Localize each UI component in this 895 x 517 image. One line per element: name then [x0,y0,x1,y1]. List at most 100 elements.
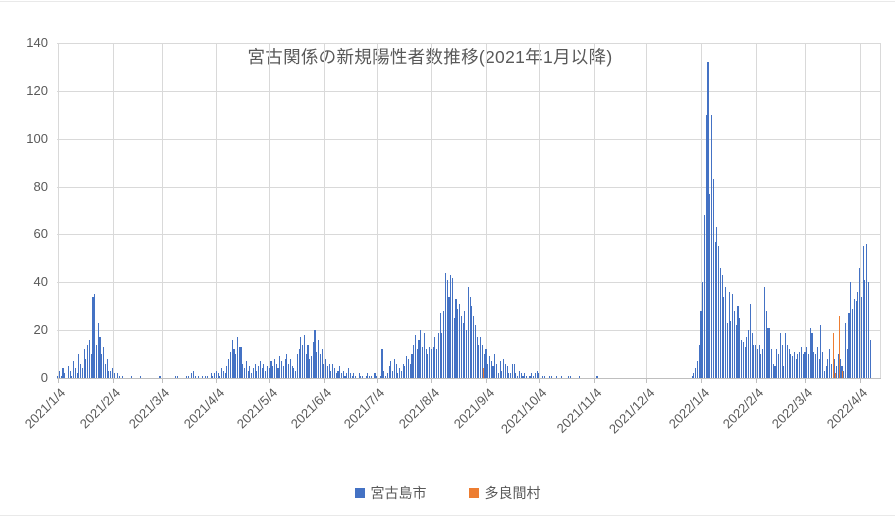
bar-miyakojima [303,334,306,378]
x-gridline [376,43,378,378]
bar-miyakojima [823,370,825,378]
bar-miyakojima [122,375,124,378]
bar-miyakojima [94,294,96,378]
bar-miyakojima [714,241,716,378]
bar-miyakojima [108,370,110,378]
y-axis-label: 20 [33,322,48,338]
bar-miyakojima [829,349,831,378]
bar-miyakojima [825,366,827,378]
bar-miyakojima [390,361,392,378]
bar-miyakojima [406,356,408,378]
bar-miyakojima [467,287,469,378]
bar-miyakojima [853,299,855,378]
bar-miyakojima [709,193,711,378]
bar-miyakojima [103,346,105,378]
bar-miyakojima [503,358,505,378]
bar-miyakojima [235,354,237,378]
x-gridline [701,43,703,378]
bar-miyakojima [809,327,811,378]
bar-miyakojima [365,375,367,378]
x-gridline [112,43,114,378]
x-gridline [216,43,218,378]
y-gridline [57,282,880,284]
bar-tarama [842,370,844,378]
bar-miyakojima [711,114,713,378]
bar-miyakojima [483,354,485,378]
bar-miyakojima [568,375,570,378]
bar-miyakojima [772,363,774,378]
bar-miyakojima [716,227,718,378]
bar-miyakojima [175,375,177,378]
bar-miyakojima [185,375,187,378]
x-axis-label-text: 2021/7/4 [341,385,388,432]
bar-miyakojima [543,375,545,378]
bar-miyakojima [698,344,700,378]
x-axis-tick [755,379,757,383]
bar-miyakojima [226,366,228,378]
bar-miyakojima [110,370,112,378]
x-axis-label-text: 2021/10/4 [498,385,550,437]
bar-miyakojima [578,375,580,378]
y-axis-label: 60 [33,226,48,242]
bar-miyakojima [786,344,788,378]
bar-miyakojima [748,330,750,378]
bar-miyakojima [855,301,857,378]
bar-miyakojima [272,366,274,378]
x-axis-label-text: 2021/9/4 [450,385,497,432]
bar-miyakojima [263,363,265,378]
y-gridline [57,138,880,140]
bar-miyakojima [309,358,311,378]
bar-miyakojima [344,375,346,378]
top-border-line [0,1,895,2]
bar-miyakojima [466,330,468,378]
bar-miyakojima [490,361,492,378]
x-axis-tick [859,379,861,383]
bar-miyakojima [95,344,98,378]
bar-miyakojima [374,373,376,378]
bar-miyakojima [496,363,498,378]
bar-miyakojima [312,342,314,378]
bar-miyakojima [846,349,848,378]
bar-miyakojima [522,375,524,378]
bar-miyakojima [492,366,494,378]
x-axis-tick [538,379,540,383]
bar-miyakojima [534,373,536,378]
bar-miyakojima [705,114,707,378]
bar-miyakojima [721,275,723,378]
bar-miyakojima [793,351,795,378]
bar-miyakojima [358,373,360,378]
bar-miyakojima [427,354,429,378]
bar-miyakojima [725,287,727,378]
bar-miyakojima [737,306,739,378]
bar-miyakojima [221,368,223,378]
bar-miyakojima [756,349,758,378]
bar-miyakojima [536,370,538,378]
bar-miyakojima [342,370,344,378]
chart-title: 宮古関係の新規陽性者数推移(2021年1月以降) [247,47,613,67]
y-gridline [57,43,880,44]
bar-miyakojima [499,361,501,378]
bar-miyakojima [487,363,489,378]
bar-miyakojima [695,368,697,378]
bar-miyakojima [450,275,452,378]
x-axis-label-text: 2021/5/4 [233,385,280,432]
bar-miyakojima [843,370,845,378]
bar-miyakojima [224,373,226,378]
bar-miyakojima [249,366,251,378]
bar-miyakojima [256,370,258,378]
bar-miyakojima [804,351,806,378]
plot-right-border [880,43,881,378]
bar-miyakojima [841,366,843,378]
bar-miyakojima [90,354,92,378]
bar-miyakojima [258,366,260,378]
bar-miyakojima [328,363,330,378]
bar-miyakojima [159,375,161,378]
x-axis-tick [486,379,488,383]
bar-miyakojima [279,356,281,378]
bar-miyakojima [518,370,521,378]
bar-miyakojima [434,337,436,378]
bar-miyakojima [460,315,462,378]
bar-miyakojima [423,332,425,378]
bar-miyakojima [471,306,473,378]
bar-miyakojima [513,363,515,378]
